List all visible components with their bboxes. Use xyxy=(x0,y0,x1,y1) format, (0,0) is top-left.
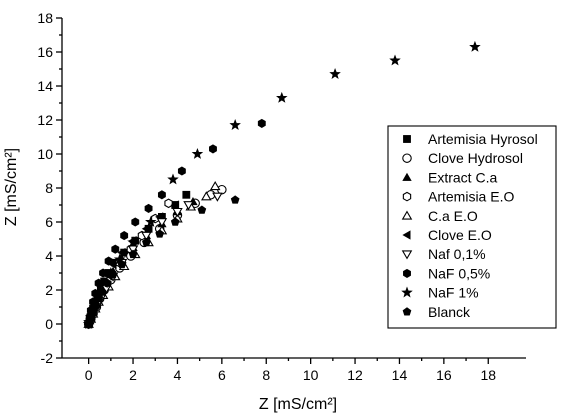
data-point xyxy=(470,42,480,51)
data-point xyxy=(168,174,178,183)
data-point xyxy=(390,55,400,64)
y-tick-label: 0 xyxy=(45,316,53,332)
y-axis-title: Z [mS/cm²] xyxy=(3,148,20,226)
data-point xyxy=(209,145,216,153)
x-tick-label: 2 xyxy=(129,367,137,383)
data-point xyxy=(132,218,139,226)
series-1 xyxy=(84,186,226,329)
legend-label: Artemisia E.O xyxy=(428,189,514,205)
y-tick-label: 12 xyxy=(37,112,53,128)
x-axis-title: Z [mS/cm²] xyxy=(259,396,337,413)
legend-marker xyxy=(403,154,411,162)
y-tick-label: 6 xyxy=(45,214,53,230)
legend-label: NaF 0,5% xyxy=(428,265,490,281)
data-point xyxy=(105,257,112,265)
y-tick-label: 14 xyxy=(37,78,53,94)
legend-label: NaF 1% xyxy=(428,285,479,301)
x-tick-label: 6 xyxy=(218,367,226,383)
x-tick-label: 18 xyxy=(480,367,496,383)
data-point xyxy=(231,196,239,204)
data-point xyxy=(258,119,265,127)
data-point xyxy=(277,93,287,102)
y-tick-label: 2 xyxy=(45,282,53,298)
data-point xyxy=(99,269,106,277)
data-point xyxy=(178,167,185,175)
y-tick-label: 4 xyxy=(45,248,53,264)
legend-label: Clove Hydrosol xyxy=(428,150,523,166)
y-tick-label: 8 xyxy=(45,180,53,196)
x-tick-label: 0 xyxy=(85,367,93,383)
y-tick-label: 16 xyxy=(37,44,53,60)
legend-marker xyxy=(403,192,410,200)
legend-label: Artemisia Hyrosol xyxy=(428,131,538,147)
data-point xyxy=(158,191,165,199)
x-tick-label: 10 xyxy=(303,367,319,383)
legend-marker xyxy=(403,135,410,142)
x-tick-label: 8 xyxy=(262,367,270,383)
x-tick-label: 12 xyxy=(347,367,363,383)
data-point xyxy=(165,199,172,207)
x-tick-label: 14 xyxy=(392,367,408,383)
x-axis-ticks: 0 2 4 6 8 10 12 14 16 18 xyxy=(85,358,497,383)
data-point xyxy=(211,182,220,190)
legend: Artemisia Hyrosol Clove Hydrosol Extract C… xyxy=(388,126,556,328)
data-point xyxy=(330,69,340,78)
x-tick-label: 4 xyxy=(174,367,182,383)
legend-label: C.a E.O xyxy=(428,208,478,224)
legend-label: Clove E.O xyxy=(428,227,492,243)
data-point xyxy=(183,191,190,198)
data-point xyxy=(145,204,152,212)
y-tick-label: 18 xyxy=(37,10,53,26)
y-tick-label: -2 xyxy=(41,350,54,366)
x-tick-label: 16 xyxy=(436,367,452,383)
data-point xyxy=(112,245,119,253)
legend-label: Extract C.a xyxy=(428,169,497,185)
data-point xyxy=(230,120,240,129)
legend-label: Naf 0,1% xyxy=(428,246,486,262)
data-point xyxy=(192,149,202,158)
y-tick-label: 10 xyxy=(37,146,53,162)
legend-label: Blanck xyxy=(428,304,471,320)
data-point xyxy=(121,231,128,239)
y-axis-ticks: -2 0 2 4 6 8 10 12 14 16 18 xyxy=(37,10,62,366)
legend-marker xyxy=(403,269,410,277)
data-point xyxy=(198,206,206,214)
